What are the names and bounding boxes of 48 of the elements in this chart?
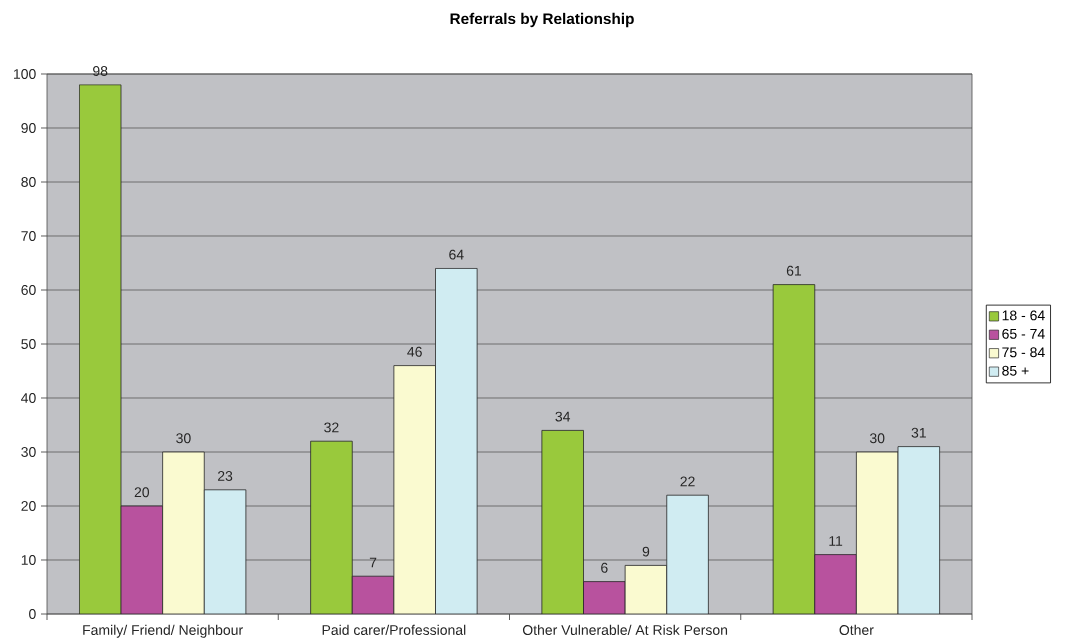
bar [351,575,395,614]
y-tick-label: 90 [21,123,36,133]
bar [624,565,668,614]
x-tick-label: Family/ Friend/ Neighbour [83,624,243,638]
bar [310,440,353,614]
y-tick-label: 60 [21,285,36,295]
chart-title: Referrals by Relationship [450,12,634,28]
y-tick-label: 50 [21,339,36,349]
data-label: 46 [407,346,422,357]
data-label: 98 [93,66,108,76]
legend-label: 65 - 74 [1002,328,1045,339]
x-tick-label: Other [839,624,874,635]
bar [120,505,164,614]
data-label: 7 [369,557,377,568]
data-label: 6 [601,562,608,573]
bar [162,451,205,614]
y-tick-label: 30 [21,447,36,457]
data-label: 64 [449,249,464,260]
data-label: 31 [911,427,926,438]
y-tick-label: 20 [21,501,36,511]
y-tick-label: 10 [21,555,36,565]
bar [583,581,626,614]
bar [78,84,122,614]
y-tick-label: 70 [21,231,36,241]
bar [772,284,816,614]
data-label: 34 [555,411,571,422]
legend-label: 75 - 84 [1002,347,1045,358]
data-label: 32 [324,422,339,433]
y-tick-label: 40 [21,393,36,403]
data-label: 30 [869,433,885,444]
bar [814,554,857,614]
bar [541,430,584,614]
x-tick-label: Other Vulnerable/ At Risk Person [522,624,728,635]
data-label: 11 [829,536,843,546]
data-label: 20 [134,487,150,498]
legend-label: 85 + [1002,365,1029,376]
data-label: 23 [217,471,233,481]
data-label: 61 [786,265,802,276]
bar [393,365,436,614]
x-tick-label: Paid carer/Professional [322,624,466,635]
y-tick-label: 100 [14,69,36,79]
bar [855,451,899,614]
data-label: 30 [176,433,191,444]
legend-label: 18 - 64 [1002,310,1045,321]
y-tick-label: 80 [21,177,36,187]
data-label: 22 [680,476,695,487]
data-label: 9 [642,546,650,557]
y-tick-label: 0 [29,609,36,619]
